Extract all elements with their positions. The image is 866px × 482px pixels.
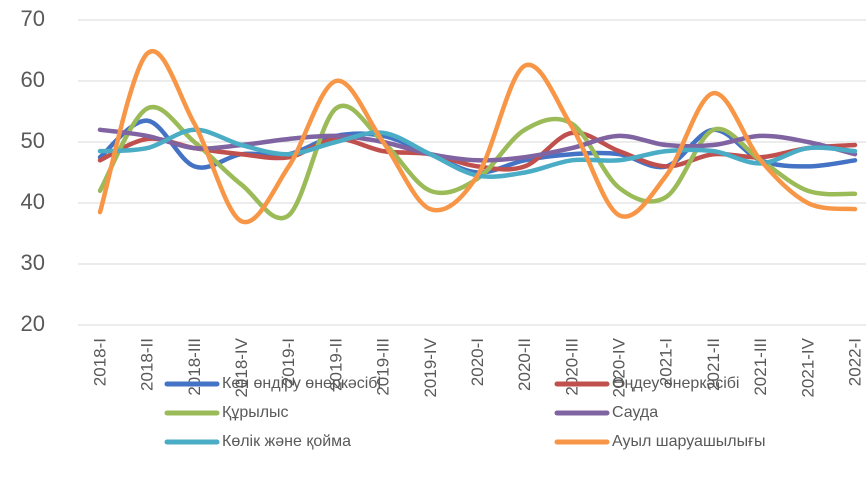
x-tick-label: 2018-III (185, 338, 204, 396)
legend-label: Сауда (612, 404, 658, 421)
y-tick-label: 20 (21, 311, 45, 336)
x-tick-label: 2020-II (515, 338, 534, 391)
y-tick-label: 70 (21, 6, 45, 31)
x-tick-label: 2018-IV (232, 337, 251, 397)
x-tick-label: 2019-I (279, 338, 298, 386)
x-tick-label: 2021-III (751, 338, 770, 396)
x-tick-label: 2018-I (90, 338, 109, 386)
x-tick-label: 2020-IV (610, 337, 629, 397)
y-tick-label: 30 (21, 250, 45, 275)
x-tick-label: 2020-III (562, 338, 581, 396)
series-line (97, 127, 858, 163)
legend-label: Көлік және қойма (222, 433, 351, 450)
legend-label: Кен өндіру өнеркәсібі (222, 375, 381, 392)
y-tick-label: 60 (21, 67, 45, 92)
x-tick-label: 2021-II (704, 338, 723, 391)
legend-label: Құрылыс (222, 404, 289, 421)
x-tick-label: 2019-III (374, 338, 393, 396)
series-line (97, 48, 858, 225)
y-tick-label: 40 (21, 189, 45, 214)
y-tick-label: 50 (21, 128, 45, 153)
x-tick-label: 2019-IV (421, 337, 440, 397)
legend-label: Өңдеу өнеркәсібі (612, 375, 739, 392)
x-tick-label: 2018-II (138, 338, 157, 391)
x-tick-label: 2021-I (657, 338, 676, 386)
legend-label: Ауыл шаруашылығы (612, 433, 765, 450)
x-tick-label: 2020-I (468, 338, 487, 386)
x-tick-label: 2022-I (845, 338, 864, 386)
x-tick-label: 2019-II (326, 338, 345, 391)
x-tick-label: 2021-IV (798, 337, 817, 397)
